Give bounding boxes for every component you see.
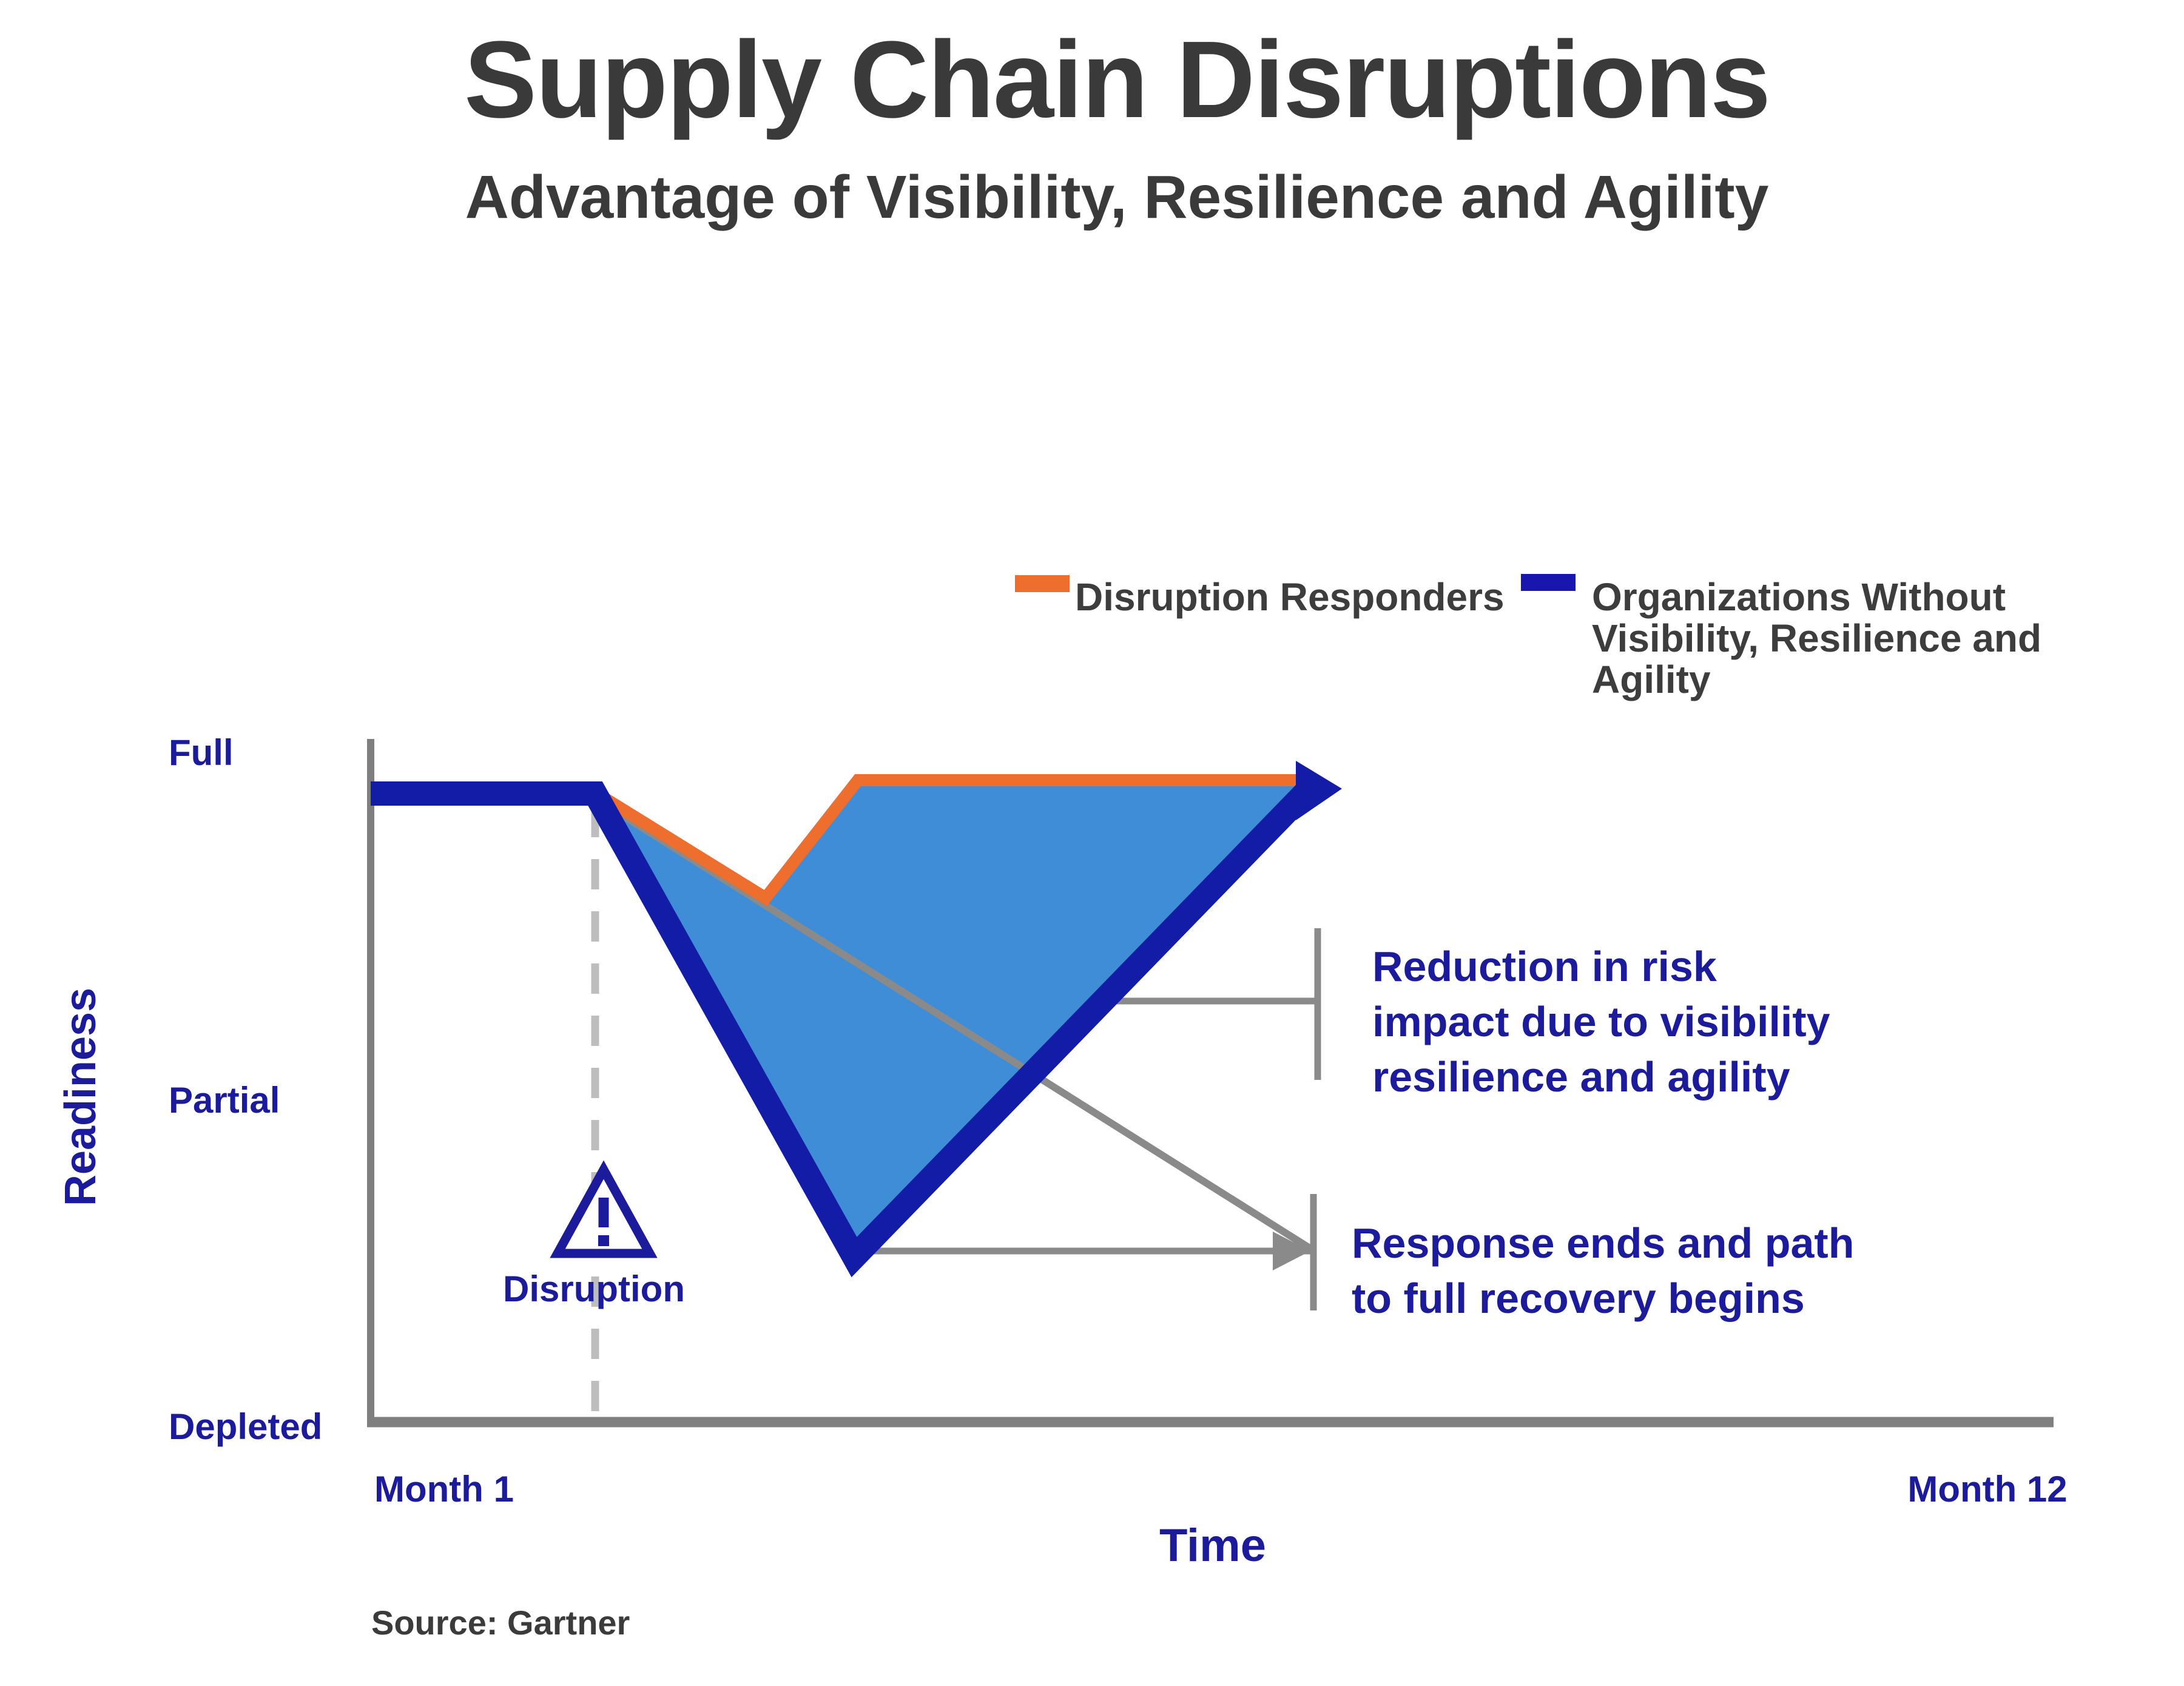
page-title: Supply Chain Disruptions	[463, 19, 1771, 141]
y-axis-title: Readiness	[56, 987, 105, 1207]
source-credit: Source: Gartner	[371, 1603, 630, 1642]
recovery-arrowhead-icon	[1296, 761, 1342, 820]
gap-fill-area	[595, 781, 1320, 1257]
legend-item-organizations	[1521, 574, 1576, 591]
organizations-swatch-icon	[1521, 574, 1576, 591]
warning-exclamation-dot-icon	[598, 1235, 609, 1246]
response-arrowhead-icon	[1273, 1232, 1310, 1270]
responders-series-line	[592, 774, 1316, 906]
disruption-event-label: Disruption	[503, 1269, 685, 1309]
y-tick-depleted: Depleted	[169, 1406, 323, 1447]
responders-swatch-icon	[1015, 575, 1070, 592]
legend-item-responders	[1015, 575, 1070, 592]
page-subtitle: Advantage of Visibility, Resilience and …	[465, 163, 1769, 231]
y-tick-full: Full	[169, 732, 234, 773]
x-tick-month-1: Month 1	[374, 1469, 514, 1509]
x-tick-month-12: Month 12	[1907, 1469, 2068, 1509]
organizations-series-line	[371, 781, 1315, 1278]
legend-label-responders: Disruption Responders	[1075, 575, 1505, 619]
y-tick-partial: Partial	[169, 1080, 280, 1121]
annotation-response-ends: Response ends and path to full recovery …	[1352, 1219, 1855, 1322]
legend-label-organizations: Organizations Without Visibility, Resili…	[1592, 575, 2042, 701]
annotation-reduction-in-risk: Reduction in risk impact due to visibili…	[1372, 943, 1830, 1101]
x-axis-title: Time	[1159, 1520, 1267, 1571]
